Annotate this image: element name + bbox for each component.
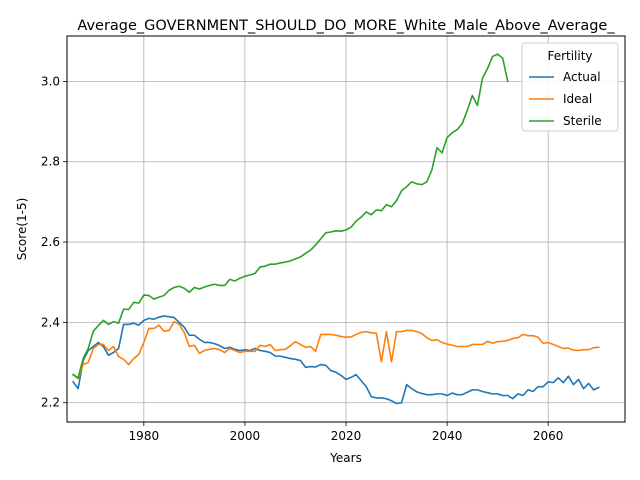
x-axis-label: Years [329,451,362,465]
series-line-sterile [71,53,509,379]
y-tick-label: 2.4 [41,315,60,329]
y-axis-ticks: 2.2 2.4 2.6 2.8 3.0 [41,74,67,410]
y-tick-label: 2.2 [41,396,60,410]
series-line-actual [71,315,600,405]
y-tick-label: 2.8 [41,155,60,169]
x-tick-label: 2060 [533,429,564,443]
legend-items: Actual Ideal Sterile [529,70,602,128]
x-tick-label: 2000 [230,429,261,443]
x-tick-label: 2040 [432,429,463,443]
legend-label-ideal: Ideal [563,92,592,106]
y-tick-label: 2.6 [41,235,60,249]
x-tick-label: 2020 [331,429,362,443]
legend-frame [521,42,619,132]
y-tick-label: 3.0 [41,74,60,88]
chart-title: Average_GOVERNMENT_SHOULD_DO_MORE_White_… [77,18,615,34]
y-axis-label: Score(1-5) [15,198,29,261]
series-lines [71,53,600,405]
legend-label-actual: Actual [563,70,601,84]
series-line-ideal [71,320,600,380]
legend: Fertility Actual Ideal Sterile [521,42,619,132]
x-tick-label: 1980 [129,429,160,443]
legend-label-sterile: Sterile [563,114,602,128]
x-axis-ticks: 1980 2000 2020 2040 2060 [129,422,564,443]
legend-title: Fertility [547,49,592,63]
